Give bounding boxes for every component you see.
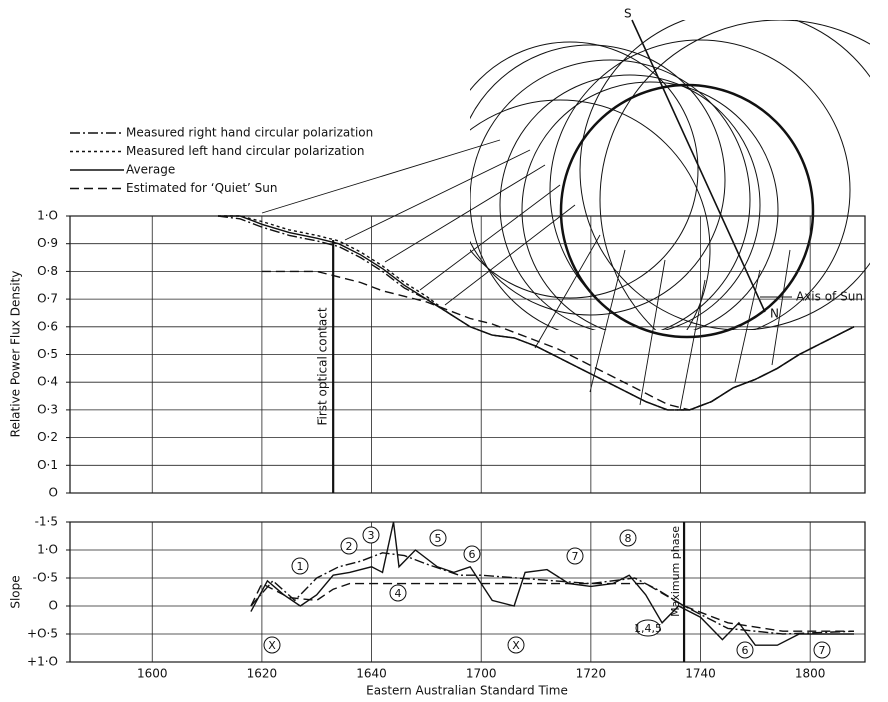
y-tick-label: O·2: [37, 430, 58, 444]
marker-circle: [429, 529, 447, 547]
marker-label: 7: [819, 644, 826, 657]
pointer: [734, 269, 761, 383]
pointers: [261, 139, 791, 411]
x-tick-label: 1720: [576, 667, 607, 681]
y-tick-label: +1·O: [27, 655, 58, 669]
legend: Measured right hand circular polarizatio…: [70, 126, 373, 195]
marker-label: 4: [395, 587, 402, 600]
y-tick-label: -O·5: [32, 571, 58, 585]
legend-label: Average: [126, 163, 175, 177]
limb-arcs: [470, 20, 870, 330]
series-line: [218, 215, 855, 411]
y-tick-label: +O·5: [27, 627, 58, 641]
x-tick-label: 1740: [685, 667, 716, 681]
x-tick-label: 1800: [795, 667, 826, 681]
x-axis-title: Eastern Australian Standard Time: [366, 684, 568, 698]
marker-label: 6: [469, 548, 476, 561]
sun-axis: [631, 19, 766, 313]
x-tick-label: 1620: [247, 667, 278, 681]
arc: [599, 20, 870, 330]
marker-label: 1: [297, 560, 304, 573]
pointer: [771, 249, 791, 366]
marker-circle: [263, 636, 281, 654]
marker-label: X: [512, 639, 520, 652]
pointer: [384, 164, 546, 263]
arc: [470, 44, 726, 316]
y-axis-title: Slope: [9, 575, 23, 608]
marker-label: 6: [742, 644, 749, 657]
marker-label: 1,4,5: [634, 622, 662, 635]
event-label: Maximum phase: [669, 526, 682, 617]
pointer: [261, 139, 501, 214]
arc: [470, 99, 711, 330]
pointer: [444, 204, 576, 306]
sun-disc: [559, 83, 815, 339]
legend-label: Estimated for ‘Quiet’ Sun: [126, 181, 278, 195]
x-tick-label: 1640: [356, 667, 387, 681]
y-axis-title: Relative Power Flux Density: [9, 271, 23, 438]
pointer: [639, 259, 666, 406]
arc: [549, 39, 851, 330]
plot-frame: [69, 521, 866, 663]
x-tick-label: 1600: [137, 667, 168, 681]
legend-label: Measured left hand circular polarization: [126, 144, 364, 158]
pointer: [419, 184, 561, 291]
arc: [470, 59, 751, 330]
marker-label: 3: [368, 529, 375, 542]
marker-circle: [362, 526, 380, 544]
series-line: [250, 582, 854, 632]
marker-circle: [635, 619, 661, 637]
series-line: [261, 270, 855, 411]
marker-circle: [389, 584, 407, 602]
y-tick-label: O: [49, 599, 58, 613]
annotation: S: [624, 7, 632, 21]
marker-circle: [340, 537, 358, 555]
marker-circle: [736, 641, 754, 659]
y-tick-label: -1·5: [35, 515, 58, 529]
marker-label: 8: [625, 532, 632, 545]
marker-circle: [507, 636, 525, 654]
y-tick-label: O·3: [37, 402, 58, 416]
x-tick-label: 1700: [466, 667, 497, 681]
marker-circle: [463, 545, 481, 563]
annotation: Axis of Sun: [796, 290, 863, 304]
series-line: [218, 215, 855, 411]
arc: [579, 20, 870, 330]
y-tick-label: O·7: [37, 292, 58, 306]
series-line: [217, 215, 855, 411]
y-tick-label: O·8: [37, 264, 58, 278]
marker-circle: [813, 641, 831, 659]
marker-circle: [566, 547, 584, 565]
annotation: N: [770, 307, 779, 321]
y-tick-label: O: [49, 486, 58, 500]
y-tick-label: 1·O: [37, 543, 58, 557]
series-line: [250, 521, 854, 646]
pointer: [534, 234, 601, 349]
y-tick-label: O·4: [37, 375, 58, 389]
marker-circle: [291, 557, 309, 575]
marker-label: 7: [572, 550, 579, 563]
y-tick-label: 1·O: [37, 209, 58, 223]
arc: [521, 81, 779, 330]
arc: [499, 74, 761, 330]
sun-diagram: [261, 19, 870, 411]
series-line: [250, 552, 855, 635]
y-tick-label: O·5: [37, 347, 58, 361]
marker-label: X: [268, 639, 276, 652]
y-tick-label: O·1: [37, 458, 58, 472]
y-tick-label: O·6: [37, 319, 58, 333]
marker-circle: [619, 529, 637, 547]
arc: [470, 41, 699, 299]
marker-label: 5: [435, 532, 442, 545]
pointer: [344, 149, 531, 241]
legend-label: Measured right hand circular polarizatio…: [126, 126, 373, 140]
y-tick-label: O·9: [37, 236, 58, 250]
marker-label: 2: [346, 540, 353, 553]
event-label: First optical contact: [316, 307, 330, 425]
